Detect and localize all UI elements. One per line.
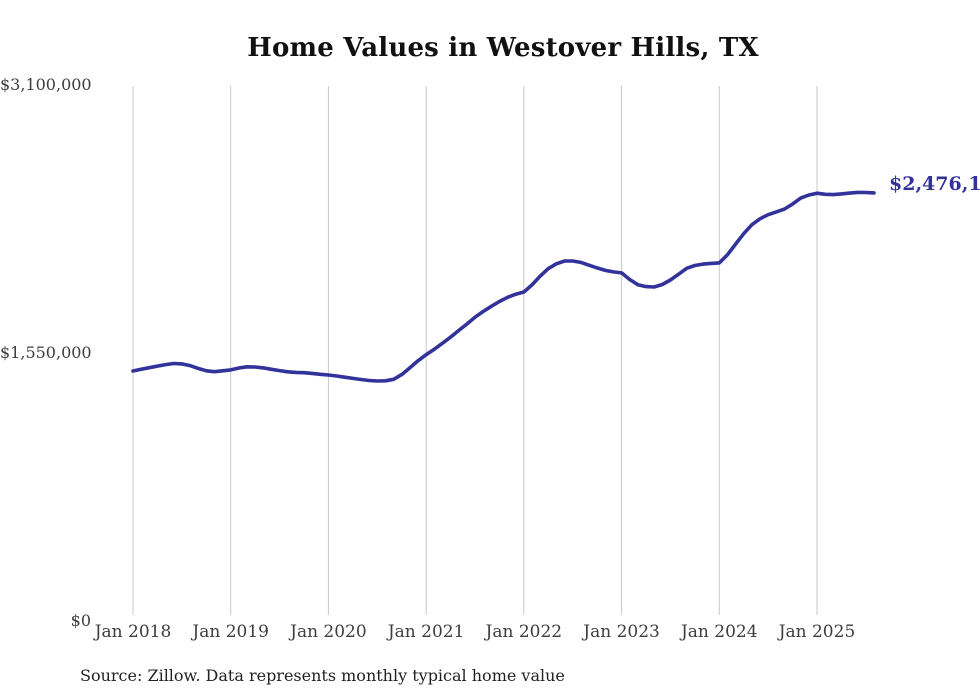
- x-tick-label: Jan 2019: [192, 622, 269, 642]
- x-tick-label: Jan 2024: [680, 622, 758, 642]
- x-tick-label: Jan 2018: [94, 622, 172, 642]
- x-tick-label: Jan 2023: [583, 622, 660, 642]
- y-tick-label: $0: [70, 611, 91, 630]
- x-tick-label: Jan 2022: [485, 622, 563, 642]
- x-tick-label: Jan 2020: [290, 622, 367, 642]
- source-note: Source: Zillow. Data represents monthly …: [80, 666, 565, 685]
- home-value-line: [131, 190, 876, 383]
- y-tick-label: $1,550,000: [0, 343, 92, 362]
- x-tick-label: Jan 2025: [778, 622, 856, 642]
- chart-title: Home Values in Westover Hills, TX: [247, 33, 759, 63]
- gridlines: [132, 86, 818, 615]
- y-tick-label: $3,100,000: [0, 75, 92, 94]
- latest-value-label: $2,476,150: [889, 173, 980, 195]
- x-tick-label: Jan 2021: [387, 622, 465, 642]
